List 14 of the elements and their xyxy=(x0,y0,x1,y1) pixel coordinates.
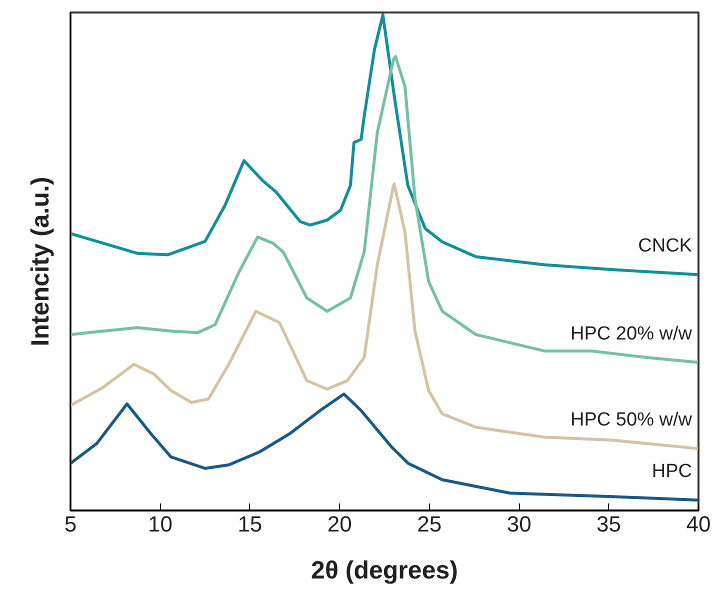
x-axis-title: 2θ (degrees) xyxy=(311,556,458,584)
x-tick-label: 40 xyxy=(686,512,711,536)
series-label: CNCK xyxy=(638,236,692,257)
x-tick-label: 25 xyxy=(417,512,442,536)
x-tick-label: 30 xyxy=(506,512,532,536)
x-tick-label: 35 xyxy=(596,512,622,536)
series-label: HPC 20% w/w xyxy=(570,323,692,344)
x-tick-label: 20 xyxy=(327,512,352,536)
series-label: HPC 50% w/w xyxy=(570,410,692,431)
series-label: HPC xyxy=(652,461,692,482)
x-tick-label: 5 xyxy=(64,512,77,536)
y-axis-title: Intencity (a.u.) xyxy=(26,176,54,346)
x-tick-label: 15 xyxy=(238,512,262,536)
x-tick-label: 10 xyxy=(148,512,172,536)
